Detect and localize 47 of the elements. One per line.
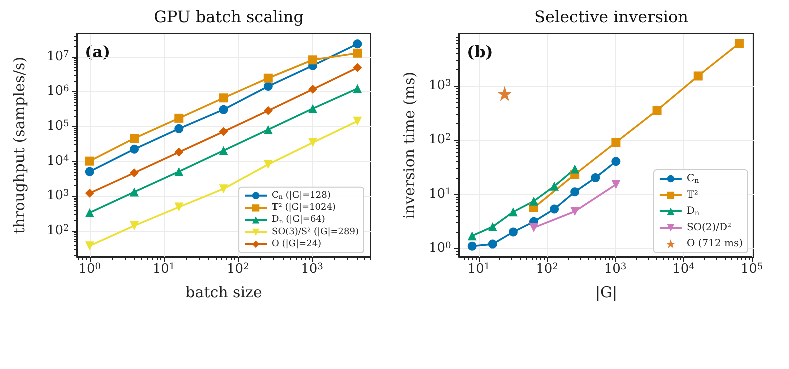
point (353, 116, 362, 126)
point (174, 202, 184, 212)
chart-title: GPU batch scaling (154, 8, 304, 26)
point (85, 188, 94, 198)
point (219, 184, 228, 194)
point (353, 48, 362, 58)
point (130, 168, 140, 178)
y-axis-title: throughput (samples/s) (10, 56, 28, 234)
point (130, 221, 140, 230)
y-axis-title: inversion time (ms) (400, 72, 418, 220)
point (308, 85, 318, 94)
x-axis-title: |G| (595, 284, 618, 302)
point (353, 63, 362, 72)
point (130, 144, 140, 154)
point (85, 208, 94, 218)
point (130, 188, 140, 197)
x-axis-title: batch size (186, 284, 262, 302)
legend-label: O (712 ms) (686, 238, 744, 250)
point (85, 167, 94, 176)
point (219, 146, 228, 156)
point (85, 242, 94, 251)
legend-label: SO(3)/S² (|G|=289) (272, 228, 360, 238)
point (308, 104, 318, 114)
legend-label: O (|G|=24) (272, 240, 322, 250)
point (353, 40, 362, 49)
point (353, 84, 362, 94)
point (219, 105, 228, 114)
point (264, 125, 273, 134)
point (308, 138, 318, 148)
point (85, 156, 94, 166)
point (264, 74, 273, 83)
point (264, 106, 273, 116)
point (308, 56, 318, 65)
point (174, 114, 184, 123)
annotation: (b) (467, 42, 494, 62)
chart-title: Selective inversion (534, 8, 688, 26)
point (174, 148, 184, 157)
point (219, 94, 228, 103)
point (264, 160, 273, 170)
point (264, 82, 273, 92)
point (219, 127, 228, 136)
point (174, 167, 184, 176)
legend-label: 𝕋² (|G|=1024) (272, 203, 336, 214)
point (174, 124, 184, 134)
legend-label: SO(2)/D² (686, 222, 732, 234)
point (130, 134, 140, 144)
legend-label: 𝕋² (686, 190, 698, 201)
